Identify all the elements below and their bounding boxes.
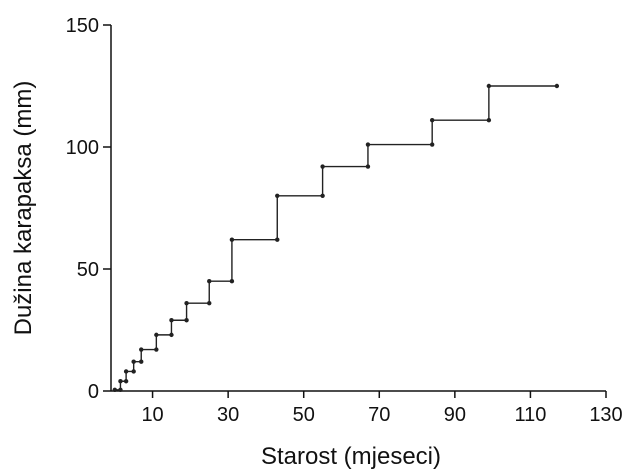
data-point-marker [123,369,129,374]
data-point-marker [131,359,136,364]
data-point-marker [207,279,212,284]
data-point-marker [275,237,280,242]
data-point-marker [486,117,492,123]
x-tick-label: 30 [217,404,239,426]
data-point-marker [112,387,117,392]
series-step-line [114,85,557,391]
data-point-marker [139,347,144,352]
y-axis-title: Dužina karapaksa (mm) [10,81,37,336]
data-point-marker [118,387,123,392]
x-tick-label: 110 [514,404,546,426]
data-point-marker [184,318,189,323]
data-point-marker [169,318,174,323]
y-ticks: 0 50 100 150 [66,15,111,403]
y-tick-label: 50 [77,259,99,281]
y-tick-label: 100 [66,137,99,159]
x-ticks: 10 30 50 70 90 110 130 [141,391,623,426]
data-point-marker [320,164,325,169]
data-point-marker [429,142,435,147]
data-point-marker [131,369,136,374]
x-tick-label: 50 [293,404,315,426]
x-tick-label: 10 [141,404,163,426]
x-tick-label: 90 [444,404,466,426]
data-point-marker [118,379,123,384]
data-point-marker [486,83,492,89]
data-point-marker [154,332,159,338]
data-point-marker [184,300,189,306]
x-tick-label: 130 [589,404,622,426]
data-point-marker [207,300,212,306]
y-tick-label: 0 [88,381,99,403]
data-point-marker [154,347,159,352]
y-tick-label: 150 [66,15,99,37]
data-point-marker [365,142,371,147]
data-point-marker [123,379,129,384]
data-point-marker [139,359,144,364]
data-point-marker [429,117,435,123]
axes [110,25,606,392]
data-point-marker [554,83,560,89]
data-point-marker [275,193,280,198]
x-tick-label: 70 [368,404,390,426]
x-axis-title: Starost (mjeseci) [261,443,441,470]
data-point-marker [365,164,371,169]
data-point-marker [229,279,235,284]
data-point-marker [169,332,174,338]
series-markers [112,83,560,392]
data-point-marker [229,237,235,242]
data-point-marker [320,193,325,198]
